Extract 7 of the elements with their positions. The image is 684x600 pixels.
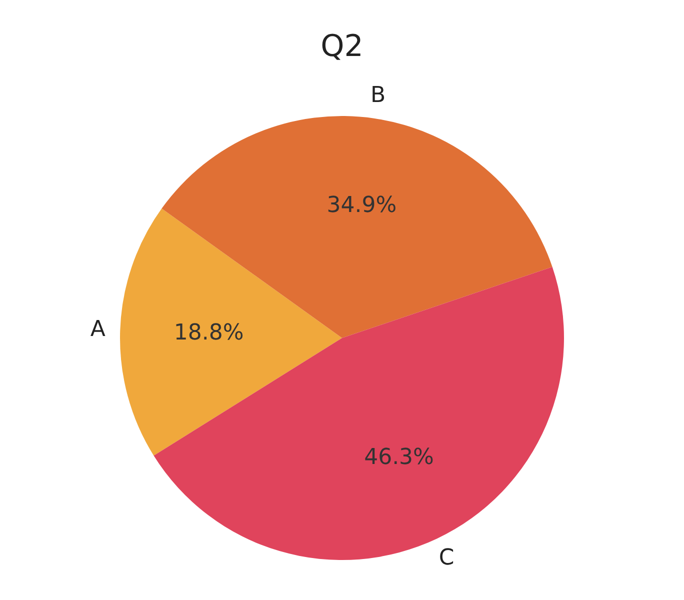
slice-label: C (438, 545, 454, 570)
slice-label: B (370, 83, 386, 108)
data-label: 18.8% (174, 320, 244, 346)
data-label: 46.3% (364, 445, 434, 470)
chart-title: Q2 (320, 28, 364, 64)
slice-label: A (90, 316, 106, 342)
data-label: 34.9% (326, 192, 397, 218)
